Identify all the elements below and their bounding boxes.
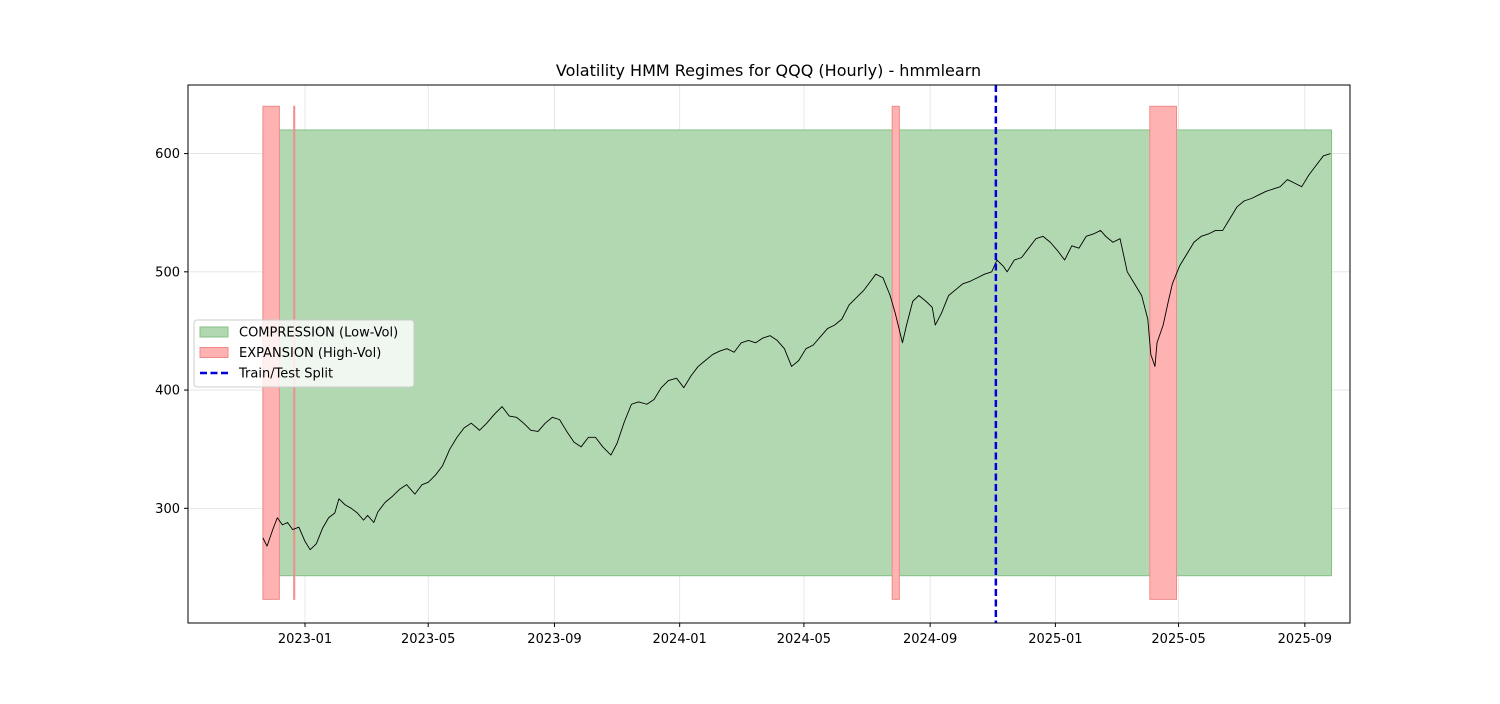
y-tick-label: 500	[155, 265, 180, 280]
x-tick-label: 2025-09	[1278, 632, 1332, 647]
chart-title: Volatility HMM Regimes for QQQ (Hourly) …	[556, 61, 981, 80]
y-tick-label: 400	[155, 384, 180, 399]
x-tick-label: 2023-05	[401, 632, 455, 647]
x-tick-label: 2025-05	[1151, 632, 1205, 647]
x-tick-label: 2024-09	[903, 632, 957, 647]
x-tick-label: 2023-01	[278, 632, 332, 647]
axes-frame	[187, 84, 1351, 624]
plot-area: 2023-01 2023-05 2023-09 2024-01 2024-05 2024-…	[155, 84, 1351, 647]
y-tick-label: 300	[155, 502, 180, 517]
legend-label: COMPRESSION (Low-Vol)	[239, 326, 398, 341]
x-tick-label: 2025-01	[1028, 632, 1082, 647]
price-series-line	[262, 153, 1331, 551]
chart-legend: COMPRESSION (Low-Vol) EXPANSION (High-Vol…	[193, 319, 415, 388]
x-tick-label: 2023-09	[527, 632, 581, 647]
legend-box	[193, 319, 415, 388]
x-tick-label: 2024-05	[777, 632, 831, 647]
legend-swatch	[199, 326, 229, 338]
legend-label: EXPANSION (High-Vol)	[239, 346, 381, 361]
x-tick-label: 2024-01	[653, 632, 707, 647]
legend-label: Train/Test Split	[238, 367, 333, 382]
expansion-regime-band	[891, 105, 900, 600]
legend-swatch	[199, 347, 229, 358]
expansion-regime-band	[1149, 105, 1178, 600]
y-tick-label: 600	[155, 147, 180, 162]
